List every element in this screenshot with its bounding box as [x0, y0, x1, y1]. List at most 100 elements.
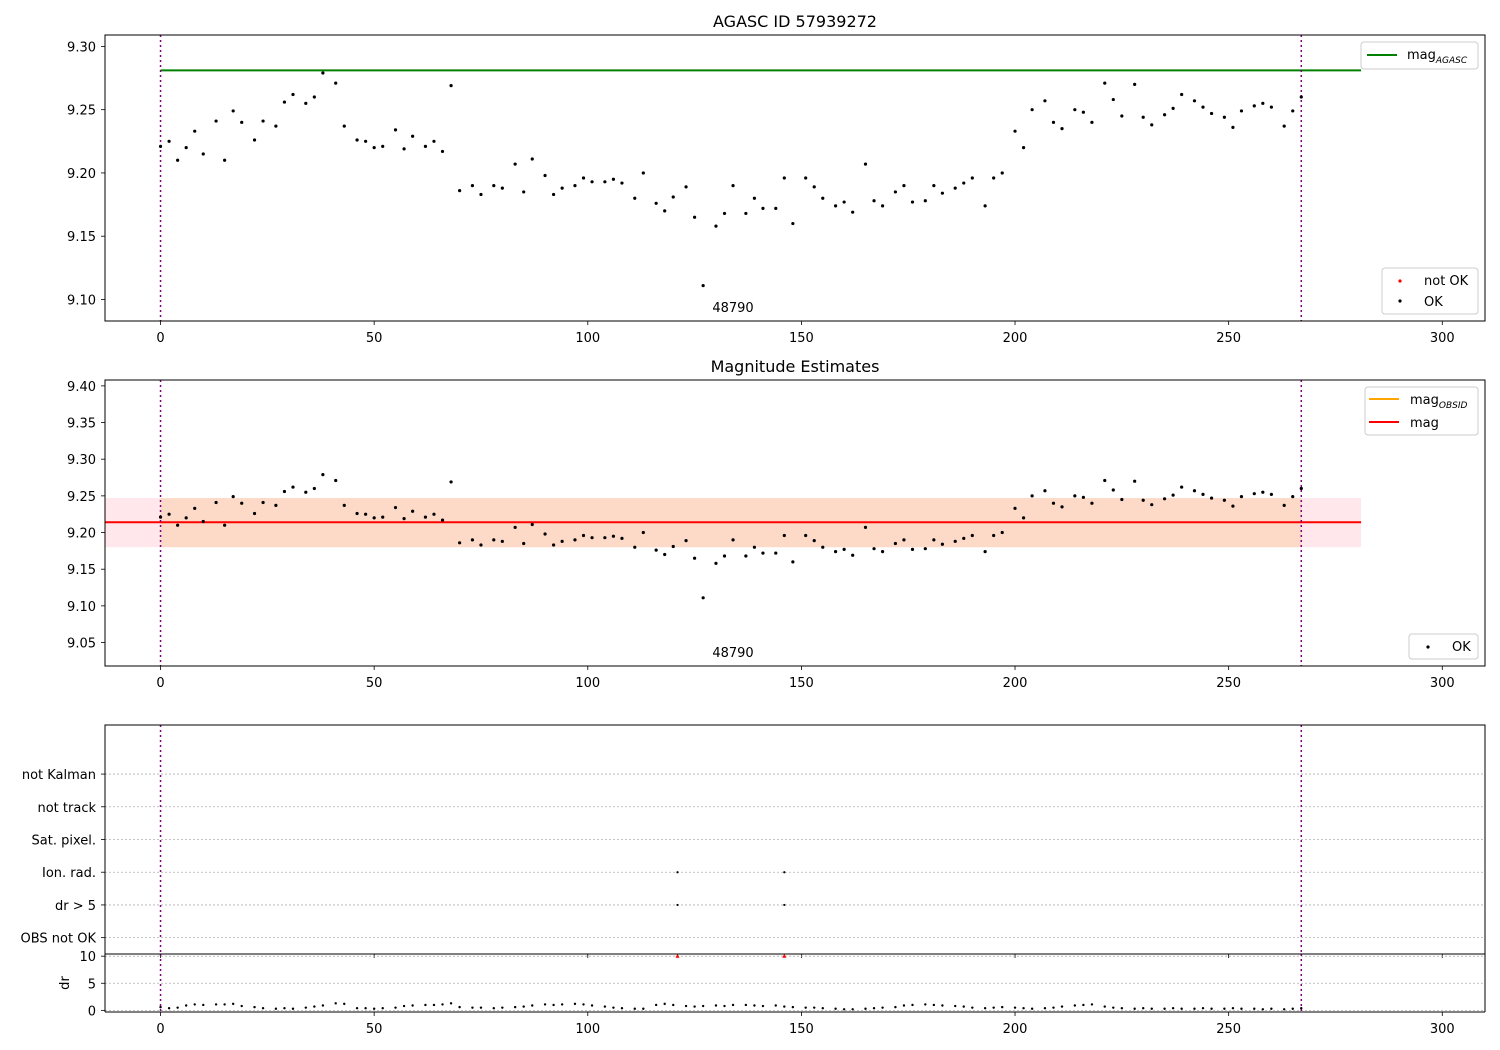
data-point: [642, 1007, 645, 1010]
data-point: [722, 211, 727, 216]
data-point: [304, 490, 308, 494]
flag-point: [676, 871, 679, 874]
data-point: [612, 1006, 615, 1009]
data-point: [1141, 115, 1145, 119]
magnitude-legend-obsid-main: mag: [1410, 393, 1439, 408]
data-point: [560, 1003, 564, 1006]
data-point: [782, 533, 786, 538]
data-point: [1282, 503, 1286, 507]
data-point: [992, 533, 996, 538]
data-point: [342, 124, 346, 128]
data-point: [633, 1007, 636, 1010]
data-point: [1060, 127, 1064, 131]
data-point: [804, 1006, 807, 1009]
data-point: [240, 501, 244, 505]
data-point: [1052, 1006, 1055, 1009]
data-point: [381, 1007, 384, 1010]
data-point: [731, 183, 735, 188]
data-point: [193, 129, 197, 133]
data-point: [1111, 97, 1115, 102]
xtick-label: 300: [1430, 331, 1455, 346]
data-point: [791, 221, 795, 226]
data-point: [851, 210, 855, 214]
data-point: [432, 1003, 436, 1007]
data-point: [513, 1005, 517, 1009]
data-point: [1111, 488, 1115, 492]
data-point: [492, 538, 496, 542]
data-point: [282, 489, 287, 494]
data-point: [1223, 1007, 1226, 1010]
agasc-obsid-label: 48790: [712, 301, 753, 316]
data-point: [693, 1005, 696, 1008]
data-point: [492, 1007, 495, 1010]
xtick-label: 50: [366, 331, 383, 346]
magnitude-panel-title: Magnitude Estimates: [711, 357, 880, 376]
data-point: [1081, 110, 1085, 114]
data-point: [513, 525, 517, 530]
data-point: [543, 173, 547, 178]
data-point: [1150, 1007, 1153, 1010]
data-point: [911, 1003, 914, 1007]
data-point: [731, 1003, 735, 1007]
xtick-label: 250: [1216, 331, 1241, 346]
data-point: [458, 189, 462, 193]
data-point: [158, 515, 163, 519]
data-point: [902, 538, 906, 542]
data-point: [1090, 501, 1094, 505]
data-point: [1030, 494, 1034, 498]
data-point: [282, 100, 287, 104]
data-point: [552, 192, 556, 197]
data-point: [1082, 1003, 1085, 1007]
data-point: [1103, 81, 1107, 85]
data-point: [1081, 495, 1085, 499]
data-point: [812, 539, 816, 543]
data-point: [752, 545, 757, 549]
data-point: [1231, 504, 1235, 508]
data-point: [1043, 99, 1047, 103]
ytick-label: 9.15: [67, 230, 96, 245]
data-point: [701, 1004, 705, 1008]
data-point: [1180, 1007, 1183, 1010]
data-point: [1060, 505, 1064, 509]
data-point: [522, 190, 526, 194]
data-point: [672, 1003, 675, 1007]
data-point-notok: [675, 953, 680, 958]
data-point: [932, 1003, 936, 1007]
data-point: [684, 185, 688, 189]
data-point: [193, 1003, 196, 1006]
data-point: [744, 554, 748, 558]
data-point: [560, 539, 564, 543]
data-point: [582, 1003, 585, 1006]
data-point: [1192, 99, 1197, 103]
data-point: [214, 1003, 218, 1006]
ytick-label: 9.15: [67, 563, 96, 578]
data-point: [1282, 1008, 1286, 1011]
agasc-legend-ok-swatch: [1398, 299, 1402, 303]
xtick-label: 300: [1430, 676, 1455, 691]
data-point: [684, 539, 688, 543]
data-point: [932, 183, 936, 188]
data-point: [663, 209, 667, 213]
data-point: [573, 538, 577, 542]
data-point: [1112, 1006, 1115, 1009]
flag-point: [783, 903, 786, 907]
data-point: [611, 177, 616, 181]
data-point: [761, 1004, 765, 1008]
data-point: [872, 1007, 876, 1010]
data-point: [633, 196, 637, 200]
data-point: [983, 204, 987, 208]
data-point: [552, 543, 556, 547]
data-point: [1000, 171, 1004, 175]
data-point: [641, 171, 645, 175]
data-point: [231, 109, 235, 113]
magnitude-legend-top: magOBSID mag: [1364, 386, 1479, 436]
data-point: [573, 183, 577, 188]
data-point: [184, 516, 188, 520]
data-point: [910, 547, 915, 552]
flag-point: [783, 871, 786, 874]
data-point: [902, 183, 906, 188]
data-point: [833, 550, 838, 554]
data-point: [774, 551, 778, 555]
xtick-label: 0: [156, 1022, 164, 1037]
